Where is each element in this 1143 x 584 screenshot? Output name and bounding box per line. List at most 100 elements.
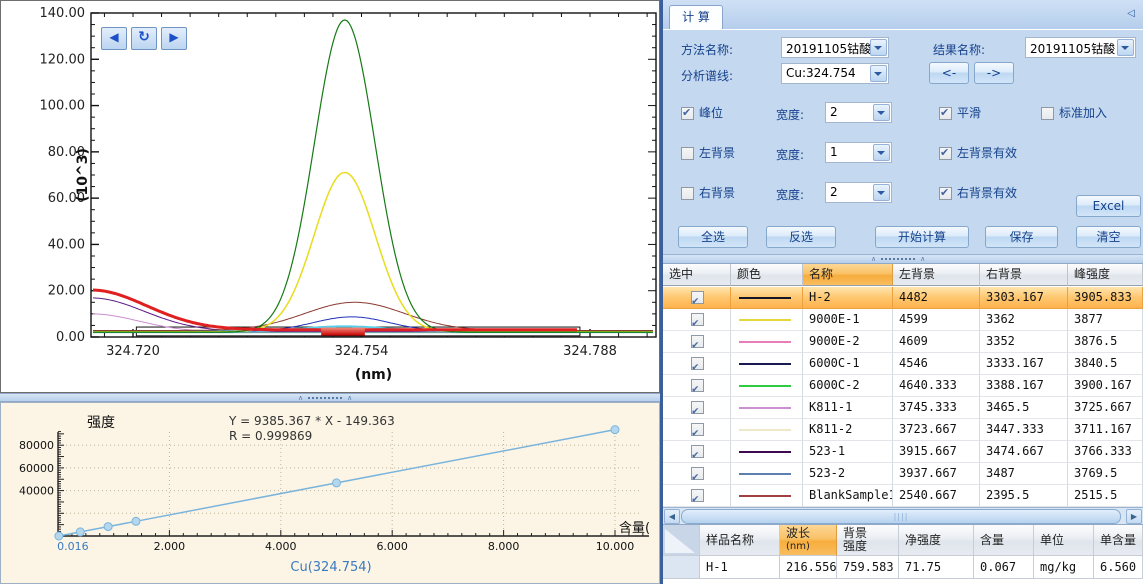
next-spectrum-button[interactable]: ▶ bbox=[161, 27, 187, 50]
table-corner-cell[interactable] bbox=[663, 525, 700, 556]
right-background-valid-checkbox[interactable]: 右背景有效 bbox=[939, 184, 1017, 201]
column-header-2[interactable]: 名称 bbox=[803, 264, 893, 286]
standard-addition-label: 标准加入 bbox=[1059, 106, 1108, 120]
row-checkbox[interactable] bbox=[691, 488, 704, 506]
left-background-checkbox[interactable]: 左背景 bbox=[681, 144, 735, 161]
excel-export-button[interactable]: Excel bbox=[1076, 195, 1141, 217]
result-name-dropdown[interactable]: 20191105钴酸 bbox=[1025, 37, 1136, 58]
chevron-down-icon[interactable] bbox=[873, 104, 890, 121]
tab-calculate[interactable]: 计 算 bbox=[669, 5, 723, 29]
sample-column-header-6[interactable]: 单含量 bbox=[1094, 525, 1143, 556]
checkbox-checked-icon[interactable] bbox=[939, 106, 952, 120]
calibration-point-0.4[interactable] bbox=[75, 527, 85, 537]
spectra-chart-panel: 324.720 324.754 324.788 0.00 20.00 40.00 60.00… bbox=[0, 0, 660, 393]
sample-column-header-3[interactable]: 净强度 bbox=[899, 525, 974, 556]
calibration-point-5[interactable] bbox=[332, 478, 341, 488]
column-header-0[interactable]: 选中 bbox=[663, 264, 731, 286]
cell-峰强度: 3766.333 bbox=[1068, 441, 1143, 463]
chevron-down-icon[interactable] bbox=[1117, 39, 1134, 56]
panel-splitter[interactable]: ∧ ∧ bbox=[663, 254, 1143, 263]
cell-右背景: 2395.5 bbox=[980, 485, 1068, 507]
cell-左背景: 4609 bbox=[893, 331, 980, 353]
cell-峰强度: 2515.5 bbox=[1068, 485, 1143, 507]
cell-右背景: 3487 bbox=[980, 463, 1068, 485]
sample-column-header-1[interactable]: 波长 (nm) bbox=[780, 525, 837, 556]
refresh-button[interactable]: ↻ bbox=[131, 27, 157, 50]
sample-column-header-0[interactable]: 样品名称 bbox=[700, 525, 780, 556]
rightbg-width-dropdown[interactable]: 2 bbox=[825, 182, 892, 203]
row-checkbox[interactable] bbox=[691, 400, 704, 418]
result-name-label: 结果名称: bbox=[933, 43, 986, 57]
start-calculation-button[interactable]: 开始计算 bbox=[875, 226, 969, 248]
select-all-button[interactable]: 全选 bbox=[678, 226, 748, 248]
row-checkbox[interactable] bbox=[691, 312, 704, 330]
invert-selection-button[interactable]: 反选 bbox=[766, 226, 836, 248]
column-header-1[interactable]: 颜色 bbox=[731, 264, 803, 286]
svg-text:(nm): (nm) bbox=[355, 367, 392, 383]
sample-column-header-4[interactable]: 含量 bbox=[974, 525, 1034, 556]
next-result-button[interactable]: -> bbox=[974, 62, 1014, 84]
collapse-panel-icon[interactable]: ◁ bbox=[1127, 8, 1135, 19]
column-header-4[interactable]: 右背景 bbox=[980, 264, 1068, 286]
checkbox-checked-icon[interactable] bbox=[939, 146, 952, 160]
row-checkbox[interactable] bbox=[691, 378, 704, 396]
horizontal-splitter[interactable]: ∧ ∧ bbox=[0, 393, 660, 402]
cell-选中 bbox=[663, 397, 731, 419]
row-checkbox[interactable] bbox=[691, 422, 704, 440]
sample-column-header-2[interactable]: 背景 强度 bbox=[837, 525, 899, 556]
checkbox-unchecked-icon[interactable] bbox=[681, 147, 694, 160]
analysis-line-dropdown[interactable]: Cu:324.754 bbox=[781, 63, 889, 84]
calibration-point-10[interactable] bbox=[610, 425, 620, 435]
chevron-down-icon[interactable] bbox=[870, 39, 887, 56]
calibration-chart: 40000 60000 80000 2.000 4.000 6.000 8.000 10.00… bbox=[19, 414, 650, 575]
standard-addition-checkbox[interactable]: 标准加入 bbox=[1041, 104, 1107, 121]
column-header-3[interactable]: 左背景 bbox=[893, 264, 980, 286]
checkbox-unchecked-icon[interactable] bbox=[1041, 107, 1054, 120]
chevron-down-icon[interactable] bbox=[870, 65, 887, 82]
method-name-dropdown[interactable]: 20191105钴酸 bbox=[781, 37, 889, 58]
row-checkbox[interactable] bbox=[691, 356, 704, 374]
chevron-down-icon[interactable] bbox=[873, 144, 890, 161]
checkbox-unchecked-icon[interactable] bbox=[681, 187, 694, 200]
scroll-right-button[interactable]: ▶ bbox=[1126, 509, 1142, 524]
peak-width-dropdown[interactable]: 2 bbox=[825, 102, 892, 123]
prev-spectrum-button[interactable]: ◀ bbox=[101, 27, 127, 50]
scrollbar-thumb[interactable]: |||| bbox=[681, 509, 1121, 524]
column-header-5[interactable]: 峰强度 bbox=[1068, 264, 1143, 286]
scroll-left-button[interactable]: ◀ bbox=[664, 509, 680, 524]
checkbox-checked-icon[interactable] bbox=[681, 106, 694, 120]
right-background-checkbox[interactable]: 右背景 bbox=[681, 184, 735, 201]
left-background-valid-checkbox[interactable]: 左背景有效 bbox=[939, 144, 1017, 161]
calibration-point-0.016[interactable] bbox=[54, 531, 64, 541]
table-horizontal-scrollbar[interactable]: ◀ |||| ▶ bbox=[663, 507, 1143, 524]
sample-column-header-5[interactable]: 单位 bbox=[1034, 525, 1094, 556]
row-checkbox[interactable] bbox=[691, 334, 704, 352]
calibration-point-0.9[interactable] bbox=[103, 522, 113, 532]
previous-result-button[interactable]: <- bbox=[929, 62, 969, 84]
row-selector-cell[interactable] bbox=[663, 556, 700, 579]
svg-text:324.754: 324.754 bbox=[335, 344, 389, 359]
peak-position-checkbox[interactable]: 峰位 bbox=[681, 104, 723, 121]
sample-cell-1: 216.556 bbox=[780, 556, 837, 579]
leftbg-width-dropdown[interactable]: 1 bbox=[825, 142, 892, 163]
cell-名称: 523-2 bbox=[803, 463, 893, 485]
row-checkbox[interactable] bbox=[691, 466, 704, 484]
row-checkbox[interactable] bbox=[691, 290, 704, 308]
clear-button[interactable]: 清空 bbox=[1076, 226, 1141, 248]
save-button[interactable]: 保存 bbox=[985, 226, 1058, 248]
smooth-checkbox[interactable]: 平滑 bbox=[939, 104, 981, 121]
chevron-down-icon[interactable] bbox=[873, 184, 890, 201]
checkbox-checked-icon[interactable] bbox=[939, 186, 952, 200]
calibration-point-1.4[interactable] bbox=[131, 516, 141, 526]
row-checkbox[interactable] bbox=[691, 444, 704, 462]
